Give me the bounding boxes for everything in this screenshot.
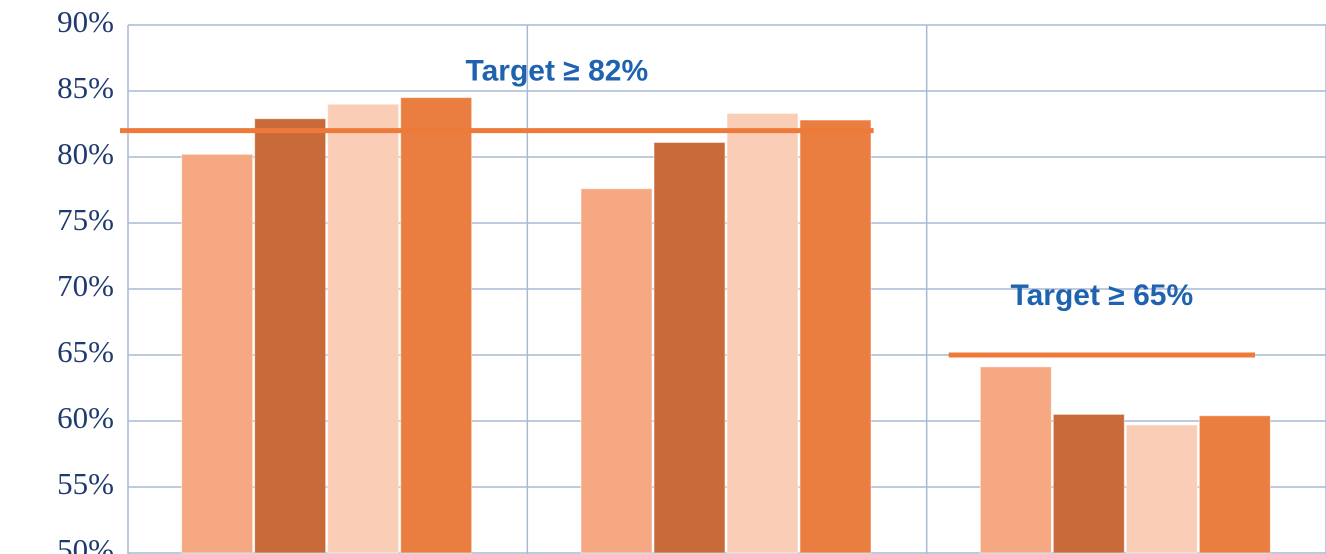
y-tick-label: 60% (57, 400, 114, 435)
bar (799, 119, 872, 554)
y-tick-label: 55% (57, 466, 114, 501)
bar (580, 188, 653, 554)
target-label: Target ≥ 82% (466, 55, 649, 88)
y-tick-label: 75% (57, 202, 114, 237)
y-tick-label: 70% (57, 268, 114, 303)
bar (726, 112, 799, 554)
y-tick-label: 65% (57, 334, 114, 369)
bar (181, 153, 254, 554)
y-tick-label: 90% (57, 4, 114, 39)
bar (1125, 424, 1198, 554)
y-tick-label: 50% (57, 532, 114, 554)
bar (1052, 413, 1125, 554)
bar (979, 366, 1052, 554)
y-tick-label: 85% (57, 70, 114, 105)
bar (653, 141, 726, 554)
bar (254, 118, 327, 554)
bar (327, 103, 400, 554)
bar (1198, 415, 1271, 554)
y-tick-label: 80% (57, 136, 114, 171)
target-label: Target ≥ 65% (1011, 279, 1194, 312)
bar (400, 97, 473, 554)
